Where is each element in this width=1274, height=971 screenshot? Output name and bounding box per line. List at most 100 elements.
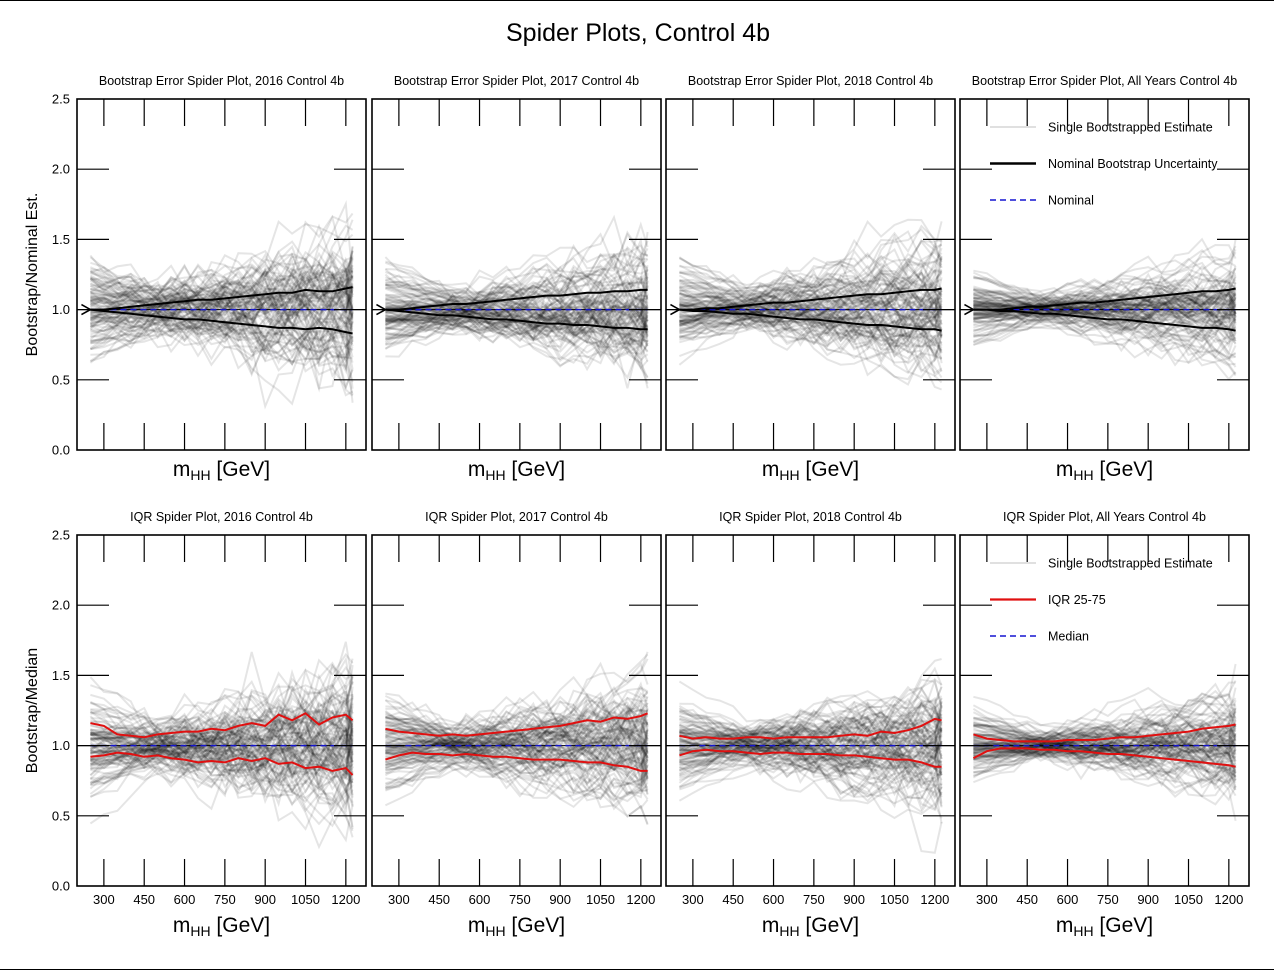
single-bootstrapped-estimate-line	[90, 312, 354, 391]
single-bootstrapped-estimate-line	[90, 714, 354, 786]
x-tick-label: 600	[763, 892, 785, 907]
single-bootstrapped-estimate-line	[973, 287, 1237, 324]
single-bootstrapped-estimate-line	[679, 723, 943, 786]
single-bootstrapped-estimate-line	[90, 742, 354, 805]
single-bootstrapped-estimate-line	[385, 214, 649, 301]
single-bootstrapped-estimate-line	[679, 735, 943, 807]
panel-0-3: Bootstrap Error Spider Plot, All Years C…	[959, 74, 1250, 483]
single-bootstrapped-estimate-line	[385, 662, 649, 734]
panel-title: Bootstrap Error Spider Plot, 2016 Contro…	[99, 74, 344, 88]
x-axis-label-sub: HH	[485, 923, 505, 939]
single-bootstrapped-estimate-line	[973, 734, 1237, 759]
ticks	[666, 99, 955, 450]
plot-area	[666, 218, 955, 391]
single-bootstrapped-estimate-line	[384, 691, 649, 745]
single-bootstrapped-estimate-line	[90, 677, 354, 742]
single-bootstrapped-estimate-line	[385, 734, 649, 786]
single-bootstrapped-estimate-line	[973, 734, 1237, 756]
single-bootstrapped-estimate-line	[90, 710, 354, 771]
gray-lines	[89, 199, 354, 410]
single-bootstrapped-estimate-line	[679, 718, 943, 768]
single-bootstrapped-estimate-line	[679, 313, 942, 391]
iqr-25-75-lower-line	[90, 751, 354, 776]
single-bootstrapped-estimate-line	[89, 720, 354, 808]
single-bootstrapped-estimate-line	[90, 656, 354, 730]
x-axis-label-unit: [GeV]	[211, 458, 271, 481]
single-bootstrapped-estimate-line	[679, 273, 943, 308]
single-bootstrapped-estimate-line	[679, 744, 943, 792]
single-bootstrapped-estimate-line	[679, 309, 943, 351]
single-bootstrapped-estimate-line	[90, 259, 354, 319]
single-bootstrapped-estimate-line	[679, 701, 943, 740]
single-bootstrapped-estimate-line	[679, 247, 943, 302]
single-bootstrapped-estimate-line	[678, 697, 943, 746]
single-bootstrapped-estimate-line	[385, 294, 649, 340]
single-bootstrapped-estimate-line	[973, 707, 1237, 755]
iqr-25-75-lower-line	[385, 751, 648, 772]
x-axis-label-main: m	[173, 914, 191, 937]
single-bootstrapped-estimate-line	[679, 666, 943, 742]
single-bootstrapped-estimate-line	[679, 702, 943, 756]
single-bootstrapped-estimate-line	[385, 271, 649, 328]
single-bootstrapped-estimate-line	[385, 306, 649, 346]
single-bootstrapped-estimate-line	[973, 687, 1237, 740]
single-bootstrapped-estimate-line	[90, 307, 354, 393]
single-bootstrapped-estimate-line	[89, 263, 354, 333]
single-bootstrapped-estimate-line	[385, 717, 649, 750]
single-bootstrapped-estimate-line	[385, 708, 649, 746]
single-bootstrapped-estimate-line	[973, 284, 1237, 329]
single-bootstrapped-estimate-line	[90, 709, 353, 755]
single-bootstrapped-estimate-line	[973, 307, 1237, 356]
x-axis-label-sub: HH	[190, 467, 210, 483]
single-bootstrapped-estimate-line	[679, 270, 942, 317]
nominal-bootstrap-uncertainty-upper-line	[679, 287, 942, 311]
single-bootstrapped-estimate-line	[90, 284, 354, 342]
plot-area	[77, 641, 366, 850]
single-bootstrapped-estimate-line	[89, 710, 353, 774]
single-bootstrapped-estimate-line	[90, 686, 354, 763]
single-bootstrapped-estimate-line	[973, 293, 1236, 316]
single-bootstrapped-estimate-line	[89, 316, 354, 378]
single-bootstrapped-estimate-line	[678, 264, 943, 313]
ticks	[666, 535, 955, 886]
single-bootstrapped-estimate-line	[679, 732, 943, 763]
single-bootstrapped-estimate-line	[384, 301, 648, 336]
x-axis-label-unit: [GeV]	[800, 914, 860, 937]
single-bootstrapped-estimate-line	[973, 746, 1237, 791]
single-bootstrapped-estimate-line	[384, 732, 649, 770]
panels: Bootstrap Error Spider Plot, 2016 Contro…	[24, 74, 1250, 939]
single-bootstrapped-estimate-line	[679, 256, 943, 308]
single-bootstrapped-estimate-line	[973, 292, 1237, 324]
single-bootstrapped-estimate-line	[973, 748, 1237, 789]
y-tick-label: 1.5	[52, 668, 70, 683]
single-bootstrapped-estimate-line	[89, 301, 354, 367]
single-bootstrapped-estimate-line	[973, 716, 1237, 747]
single-bootstrapped-estimate-line	[384, 231, 649, 300]
single-bootstrapped-estimate-line	[679, 319, 942, 361]
single-bootstrapped-estimate-line	[973, 748, 1237, 784]
single-bootstrapped-estimate-line	[385, 687, 649, 742]
single-bootstrapped-estimate-line	[973, 739, 1237, 767]
x-axis-label: mHH [GeV]	[1056, 458, 1153, 483]
single-bootstrapped-estimate-line	[90, 729, 354, 775]
single-bootstrapped-estimate-line	[678, 712, 943, 751]
single-bootstrapped-estimate-line	[384, 309, 649, 380]
single-bootstrapped-estimate-line	[973, 305, 1237, 330]
single-bootstrapped-estimate-line	[385, 701, 649, 748]
x-tick-label: 1200	[626, 892, 655, 907]
iqr-25-75-lower-line	[972, 747, 1236, 768]
single-bootstrapped-estimate-line	[678, 748, 943, 824]
single-bootstrapped-estimate-line	[385, 754, 649, 802]
x-axis-label-sub: HH	[485, 467, 505, 483]
single-bootstrapped-estimate-line	[385, 758, 649, 794]
single-bootstrapped-estimate-line	[973, 308, 1236, 359]
gray-lines	[89, 641, 354, 850]
single-bootstrapped-estimate-line	[679, 687, 943, 744]
single-bootstrapped-estimate-line	[90, 273, 354, 342]
single-bootstrapped-estimate-line	[90, 741, 354, 828]
single-bootstrapped-estimate-line	[385, 312, 649, 349]
single-bootstrapped-estimate-line	[384, 694, 649, 730]
single-bootstrapped-estimate-line	[679, 269, 943, 329]
x-tick-label: 600	[469, 892, 491, 907]
single-bootstrapped-estimate-line	[973, 741, 1237, 775]
